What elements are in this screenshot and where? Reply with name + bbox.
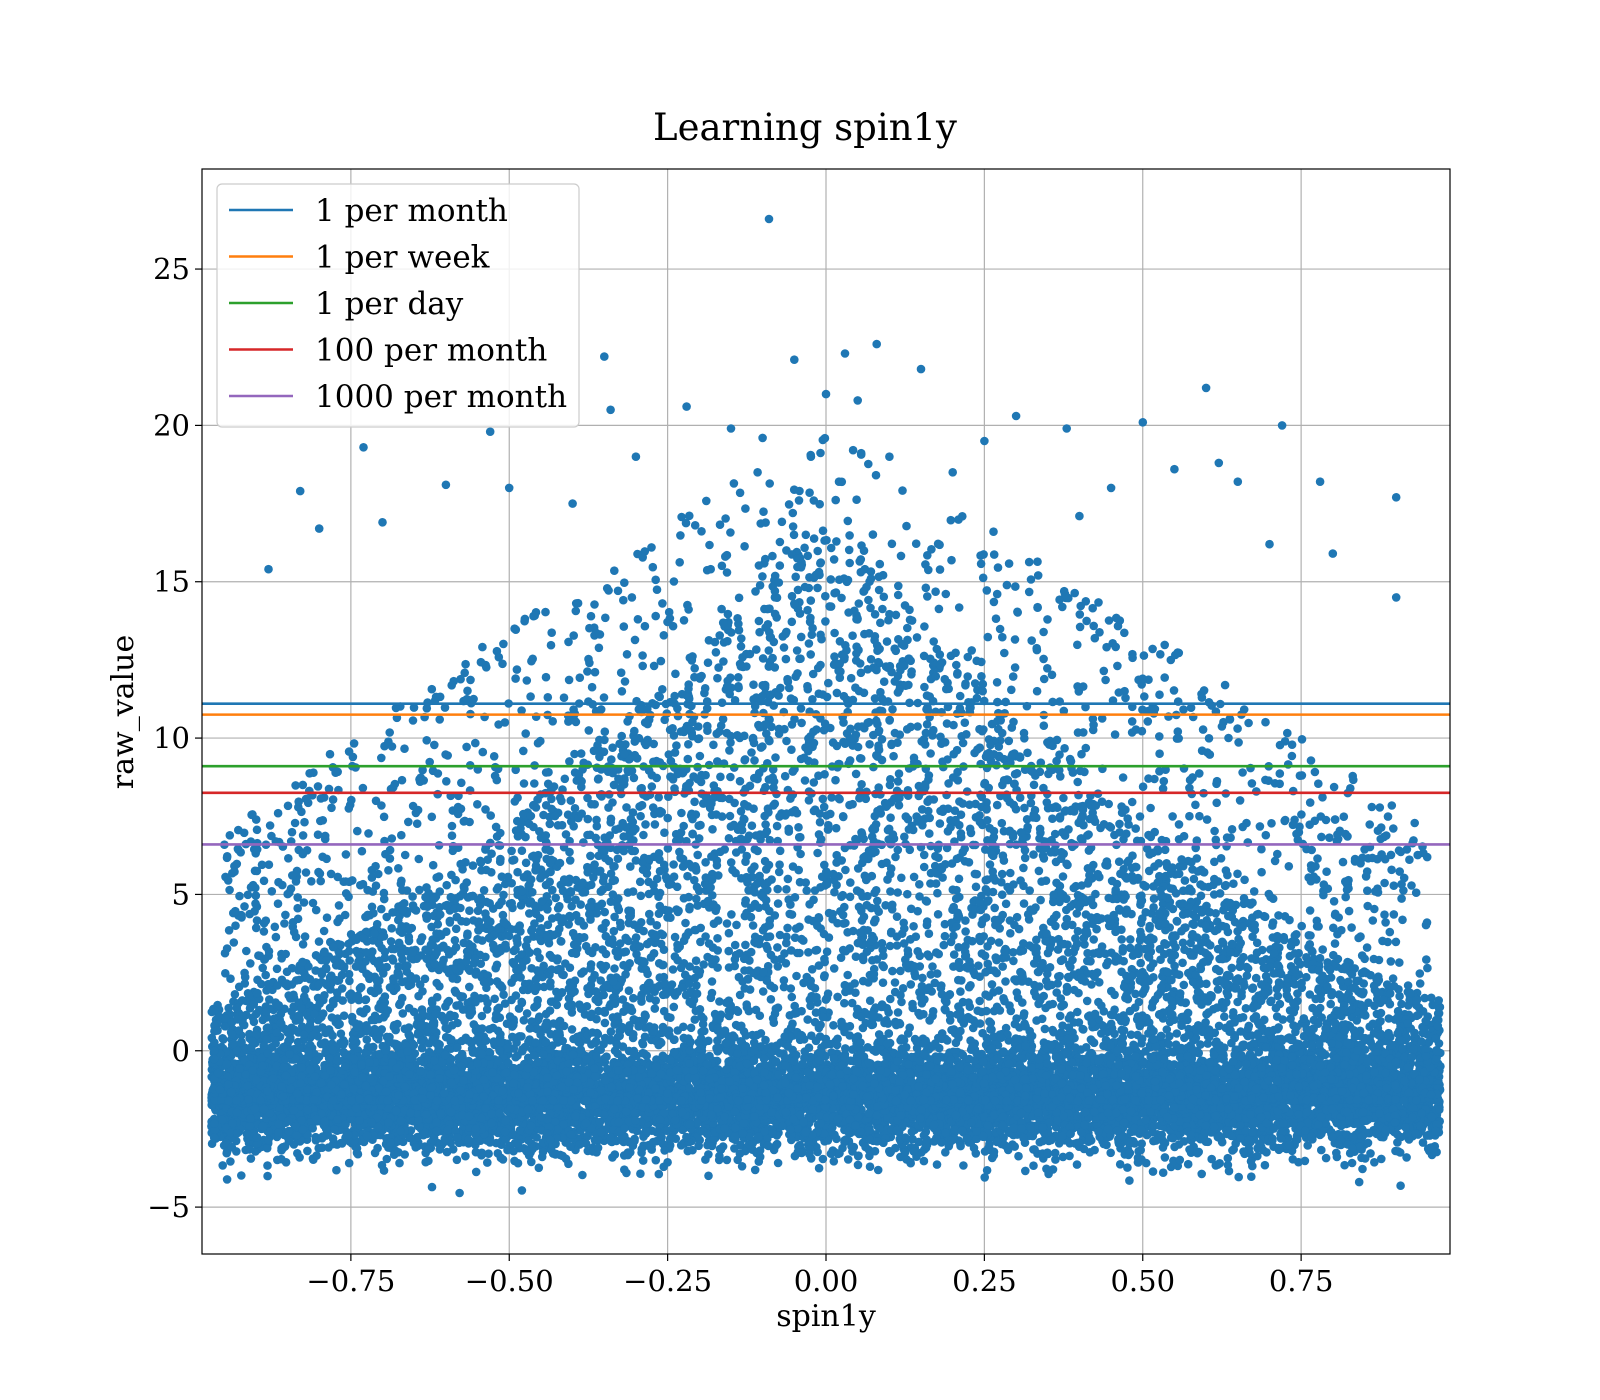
scatter-point bbox=[303, 1146, 312, 1156]
chart-title: Learning spin1y bbox=[653, 106, 957, 149]
scatter-point bbox=[980, 1173, 989, 1182]
scatter-point bbox=[471, 1167, 481, 1177]
scatter-points bbox=[207, 214, 1445, 1198]
scatter-point bbox=[262, 1143, 272, 1153]
scatter-point bbox=[1137, 1139, 1146, 1148]
scatter-point bbox=[932, 1160, 942, 1169]
scatter-point bbox=[651, 1155, 661, 1165]
scatter-point bbox=[362, 1035, 372, 1044]
scatter-point bbox=[873, 1165, 883, 1175]
scatter-point bbox=[1123, 1163, 1132, 1172]
scatter-point bbox=[332, 1165, 341, 1175]
scatter-point bbox=[452, 1155, 462, 1165]
scatter-point bbox=[737, 1162, 747, 1171]
scatter-point bbox=[843, 1155, 853, 1164]
scatter-point bbox=[1317, 1145, 1326, 1155]
scatter-point bbox=[853, 1160, 863, 1170]
scatter-point bbox=[722, 1155, 732, 1165]
scatter-point bbox=[1396, 1181, 1405, 1190]
scatter-point bbox=[517, 1186, 527, 1195]
scatter-point bbox=[263, 1171, 272, 1181]
scatter-point bbox=[1332, 1152, 1342, 1162]
scatter-point bbox=[424, 1156, 433, 1166]
scatter-point bbox=[1148, 1167, 1158, 1176]
scatter-point bbox=[226, 1157, 235, 1166]
scatter-point bbox=[620, 1165, 629, 1174]
scatter-point bbox=[353, 1149, 363, 1159]
scatter-point bbox=[1303, 1141, 1312, 1150]
scatter-point bbox=[771, 1141, 781, 1150]
scatter-point bbox=[659, 1162, 668, 1172]
scatter-point bbox=[455, 1188, 464, 1198]
scatter-point bbox=[707, 1141, 717, 1151]
scatter-point bbox=[750, 1165, 760, 1175]
scatter-point bbox=[538, 1147, 548, 1157]
scatter-point bbox=[1360, 1154, 1370, 1163]
scatter-point bbox=[1106, 1148, 1115, 1158]
scatter-point bbox=[1197, 1169, 1206, 1179]
scatter-point bbox=[1072, 1160, 1082, 1169]
scatter-point bbox=[959, 1161, 968, 1170]
scatter-point bbox=[773, 1158, 783, 1168]
scatter-point bbox=[956, 1141, 965, 1151]
scatter-point bbox=[578, 1170, 587, 1180]
scatter-point bbox=[1262, 1148, 1271, 1157]
scatter-point bbox=[1370, 1158, 1379, 1167]
scatter-point bbox=[1377, 1154, 1386, 1164]
scatter-point bbox=[936, 1112, 945, 1121]
scatter-point bbox=[608, 1153, 617, 1162]
scatter-point bbox=[1042, 1164, 1051, 1174]
scatter-point bbox=[382, 1154, 392, 1164]
scatter-point bbox=[483, 1158, 492, 1167]
scatter-point bbox=[1288, 1155, 1298, 1164]
scatter-point bbox=[1300, 1156, 1310, 1166]
scatter-point bbox=[1183, 1159, 1193, 1169]
